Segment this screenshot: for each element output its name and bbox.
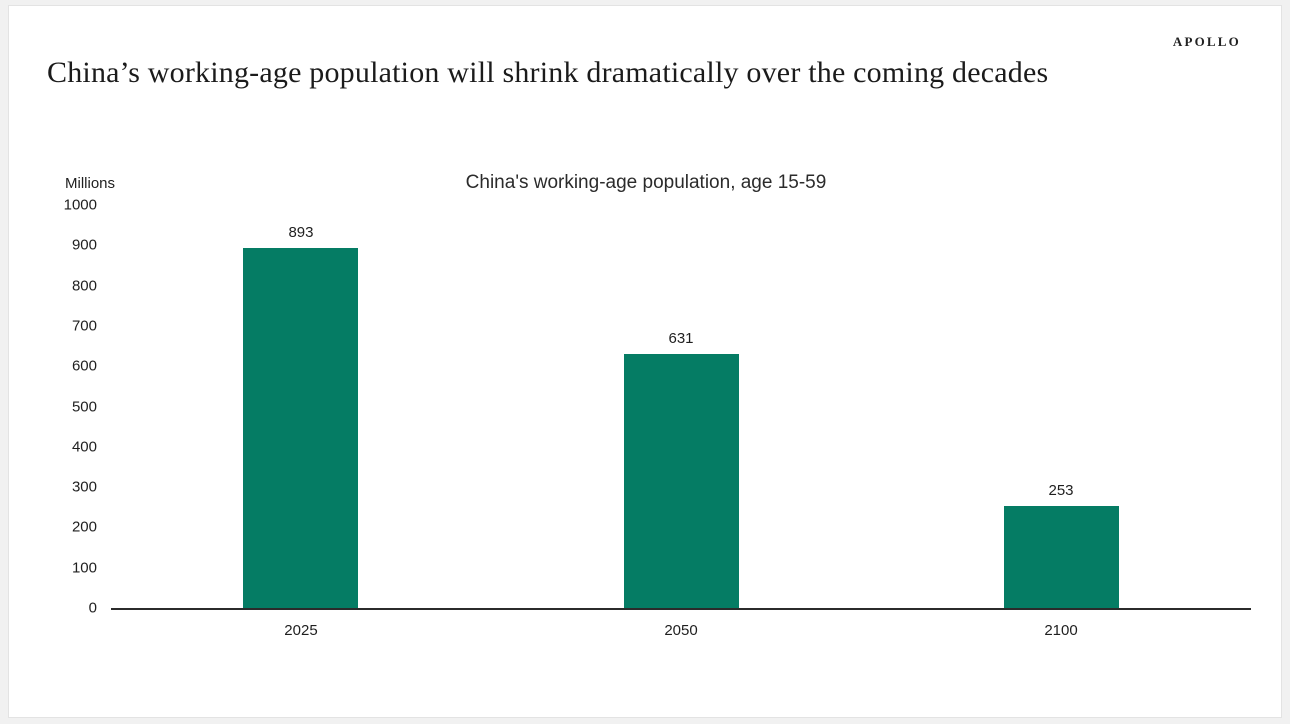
- bar-chart: China's working-age population, age 15-5…: [41, 169, 1251, 659]
- bar-value-label: 253: [1048, 482, 1074, 500]
- x-axis-tick-label: 2025: [284, 622, 318, 639]
- bar-2025: [243, 248, 359, 608]
- y-axis-tick-label: 1000: [63, 196, 97, 214]
- y-axis-tick-label: 700: [71, 317, 97, 335]
- bar-2050: [623, 353, 739, 608]
- y-axis-tick-label: 200: [71, 518, 97, 536]
- y-axis-tick-label: 900: [71, 236, 97, 254]
- bar-2100: [1003, 506, 1119, 608]
- plot-area: 0 100 200 300 400 500 600 700 800 900 1000 893 2025 6…: [64, 198, 1251, 638]
- y-axis-tick-label: 800: [71, 277, 97, 295]
- x-axis-tick-label: 2100: [1044, 622, 1078, 639]
- y-axis-tick-label: 100: [71, 559, 97, 577]
- bar-value-label: 631: [668, 329, 694, 347]
- bar-value-label: 893: [288, 224, 314, 242]
- y-axis-tick-label: 300: [71, 478, 97, 496]
- y-axis-tick-label: 500: [71, 398, 97, 415]
- chart-card: APOLLO China’s working-age population wi…: [8, 5, 1282, 718]
- page-title: China’s working-age population will shri…: [47, 56, 1049, 89]
- y-axis-tick-label: 600: [71, 357, 97, 375]
- y-axis-tick-label: 400: [71, 438, 97, 456]
- chart-title: China's working-age population, age 15-5…: [465, 172, 827, 193]
- y-axis-unit-label: Millions: [65, 175, 116, 192]
- x-axis-tick-label: 2050: [664, 622, 698, 639]
- apollo-logo: APOLLO: [1172, 34, 1241, 49]
- y-axis-tick-label: 0: [88, 599, 97, 617]
